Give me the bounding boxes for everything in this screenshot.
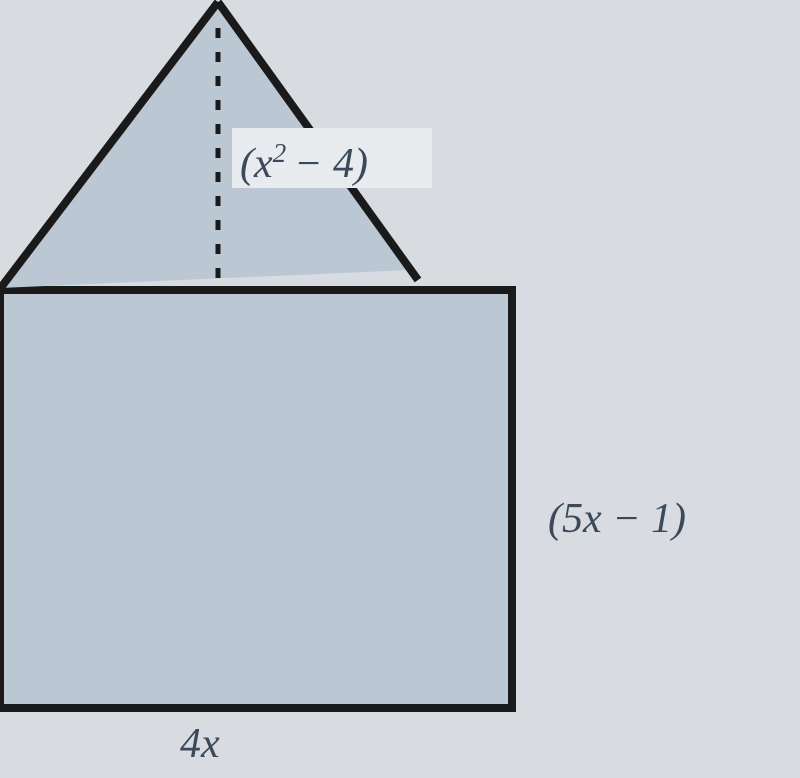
rectangle-body [0,290,512,708]
shape-svg [0,0,800,778]
rectangle-right-label: (5x − 1) [548,495,686,543]
exponent-2: 2 [273,138,287,168]
geometry-diagram: (x2 − 4) (5x − 1) 4x [0,0,800,778]
rectangle-bottom-label: 4x [180,720,220,768]
variable-x: x [254,141,273,187]
triangle-height-label: (x2 − 4) [240,138,368,188]
